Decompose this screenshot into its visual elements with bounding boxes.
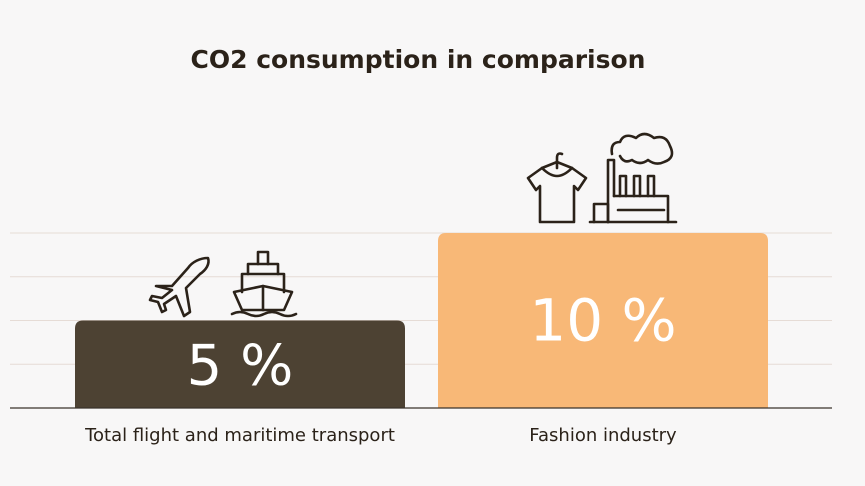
airplane-icon xyxy=(148,256,210,318)
ship-icon xyxy=(230,250,298,318)
category-label: Fashion industry xyxy=(529,425,677,446)
bars: 5 % 10 % xyxy=(75,233,768,408)
bar-value-label: 5 % xyxy=(187,333,294,398)
t-shirt-icon xyxy=(526,152,588,224)
icons xyxy=(148,132,678,318)
bar-value-label: 10 % xyxy=(529,287,676,355)
category-label: Total flight and maritime transport xyxy=(84,425,395,446)
chart-title: CO2 consumption in comparison xyxy=(191,45,646,74)
bar xyxy=(438,233,768,408)
factory-icon xyxy=(588,132,678,224)
bar xyxy=(75,320,405,408)
category-labels: Total flight and maritime transport Fashi… xyxy=(84,425,677,446)
